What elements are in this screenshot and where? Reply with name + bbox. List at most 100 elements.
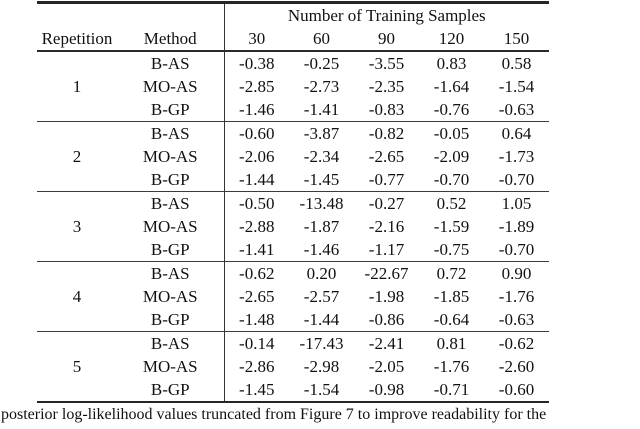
value-cell: -2.86 — [239, 357, 275, 376]
value-cell: -0.77 — [368, 170, 405, 189]
table-row: B-GP -1.48 -1.44 -0.86 -0.64 -0.63 — [37, 308, 549, 332]
repetition-cell: 5 — [37, 331, 117, 402]
value-cell: -0.63 — [498, 100, 535, 119]
header-columns-row: Repetition Method 30 60 90 120 150 — [37, 27, 549, 52]
value-cell: 1.05 — [484, 191, 549, 215]
value-cell: -2.35 — [368, 77, 405, 96]
value-cell: -0.60 — [498, 380, 535, 399]
header-sample-size: 120 — [419, 27, 484, 52]
method-cell: B-AS — [117, 191, 225, 215]
value-cell: 0.58 — [501, 54, 532, 73]
value-cell: -1.44 — [303, 310, 340, 329]
method-cell: MO-AS — [117, 215, 225, 238]
table-body: 1 B-AS -0.38 -0.25 -3.55 0.83 0.58 MO-AS -2.85 -2… — [37, 51, 549, 402]
header-sample-size: 30 — [224, 27, 289, 52]
value-cell: -2.06 — [239, 147, 275, 166]
method-cell: MO-AS — [117, 355, 225, 378]
table-row: B-GP -1.44 -1.45 -0.77 -0.70 -0.70 — [37, 168, 549, 192]
value-cell: -1.87 — [303, 217, 340, 236]
value-cell: -13.48 — [289, 191, 354, 215]
value-cell: -0.70 — [433, 170, 470, 189]
value-cell: -2.65 — [368, 147, 405, 166]
table-row: MO-AS -2.65 -2.57 -1.98 -1.85 -1.76 — [37, 285, 549, 308]
table-row: MO-AS -2.86 -2.98 -2.05 -1.76 -2.60 — [37, 355, 549, 378]
header-repetition: Repetition — [37, 27, 117, 52]
value-cell: -0.64 — [433, 310, 470, 329]
table-row: B-GP -1.41 -1.46 -1.17 -0.75 -0.70 — [37, 238, 549, 262]
value-cell: -1.85 — [433, 287, 470, 306]
value-cell: -1.76 — [498, 287, 535, 306]
header-sample-size: 90 — [354, 27, 419, 52]
value-cell: -0.76 — [433, 100, 470, 119]
value-cell: -2.09 — [433, 147, 470, 166]
method-cell: B-GP — [117, 98, 225, 122]
header-sample-size: 60 — [289, 27, 354, 52]
table-row: MO-AS -2.06 -2.34 -2.65 -2.09 -1.73 — [37, 145, 549, 168]
value-cell: -1.76 — [433, 357, 470, 376]
method-cell: B-GP — [117, 238, 225, 262]
table-row: MO-AS -2.88 -1.87 -2.16 -1.59 -1.89 — [37, 215, 549, 238]
value-cell: -2.05 — [368, 357, 405, 376]
value-cell: -0.75 — [433, 240, 470, 259]
value-cell: -1.59 — [433, 217, 470, 236]
value-cell: -2.16 — [368, 217, 405, 236]
header-sample-size: 150 — [484, 27, 549, 52]
value-cell: -1.45 — [239, 380, 275, 399]
value-cell: -2.98 — [303, 357, 340, 376]
value-cell: 0.90 — [484, 261, 549, 285]
value-cell: -1.54 — [498, 77, 535, 96]
value-cell: 0.64 — [484, 121, 549, 145]
value-cell: -0.14 — [224, 331, 289, 355]
table-row: 2 B-AS -0.60 -3.87 -0.82 -0.05 0.64 — [37, 121, 549, 192]
method-cell: B-GP — [117, 378, 225, 402]
value-cell: 0.81 — [419, 331, 484, 355]
value-cell: -0.86 — [368, 310, 405, 329]
value-cell: -0.50 — [224, 191, 289, 215]
method-cell: B-GP — [117, 308, 225, 332]
value-cell: -0.83 — [368, 100, 405, 119]
table-row: 1 B-AS -0.38 -0.25 -3.55 0.83 0.58 — [37, 51, 549, 96]
table-row: B-GP -1.45 -1.54 -0.98 -0.71 -0.60 — [37, 378, 549, 402]
value-cell: -1.45 — [303, 170, 340, 189]
value-cell: -3.55 — [368, 54, 405, 73]
value-cell: 0.52 — [419, 191, 484, 215]
value-cell: -1.54 — [303, 380, 340, 399]
value-cell: -1.64 — [433, 77, 470, 96]
value-cell: -0.60 — [224, 121, 289, 145]
value-cell: 0.83 — [436, 54, 467, 73]
table-row: MO-AS -2.85 -2.73 -2.35 -1.64 -1.54 — [37, 75, 549, 98]
header-group-label: Number of Training Samples — [287, 6, 486, 25]
table-row: 3 B-AS -0.50 -13.48 -0.27 0.52 1.05 — [37, 191, 549, 262]
value-cell: -0.71 — [433, 380, 470, 399]
table-header: Number of Training Samples Repetition Me… — [37, 2, 549, 52]
repetition-cell: 3 — [37, 191, 117, 262]
value-cell: -2.88 — [239, 217, 275, 236]
repetition-cell: 2 — [37, 121, 117, 192]
value-cell: -1.46 — [303, 240, 340, 259]
header-group-row: Number of Training Samples — [37, 2, 549, 27]
value-cell: -0.05 — [419, 121, 484, 145]
method-cell: B-AS — [117, 121, 225, 145]
table-row: 4 B-AS -0.62 0.20 -22.67 0.72 0.90 — [37, 261, 549, 332]
value-cell: -0.38 — [239, 54, 275, 73]
value-cell: -17.43 — [289, 331, 354, 355]
method-cell: MO-AS — [117, 285, 225, 308]
value-cell: -2.41 — [354, 331, 419, 355]
method-cell: B-AS — [117, 331, 225, 355]
value-cell: -2.34 — [303, 147, 340, 166]
value-cell: 0.20 — [289, 261, 354, 285]
value-cell: -1.48 — [239, 310, 275, 329]
repetition-cell: 4 — [37, 261, 117, 332]
value-cell: -2.60 — [498, 357, 535, 376]
value-cell: 0.72 — [419, 261, 484, 285]
value-cell: -1.89 — [498, 217, 535, 236]
method-cell: MO-AS — [117, 145, 225, 168]
method-cell: B-AS — [117, 51, 225, 75]
figure-caption: posterior log-likelihood values truncate… — [1, 406, 547, 423]
value-cell: -0.62 — [484, 331, 549, 355]
value-cell: -0.70 — [498, 170, 535, 189]
header-spacer-cell — [37, 2, 225, 27]
value-cell: -1.98 — [368, 287, 405, 306]
method-cell: B-AS — [117, 261, 225, 285]
